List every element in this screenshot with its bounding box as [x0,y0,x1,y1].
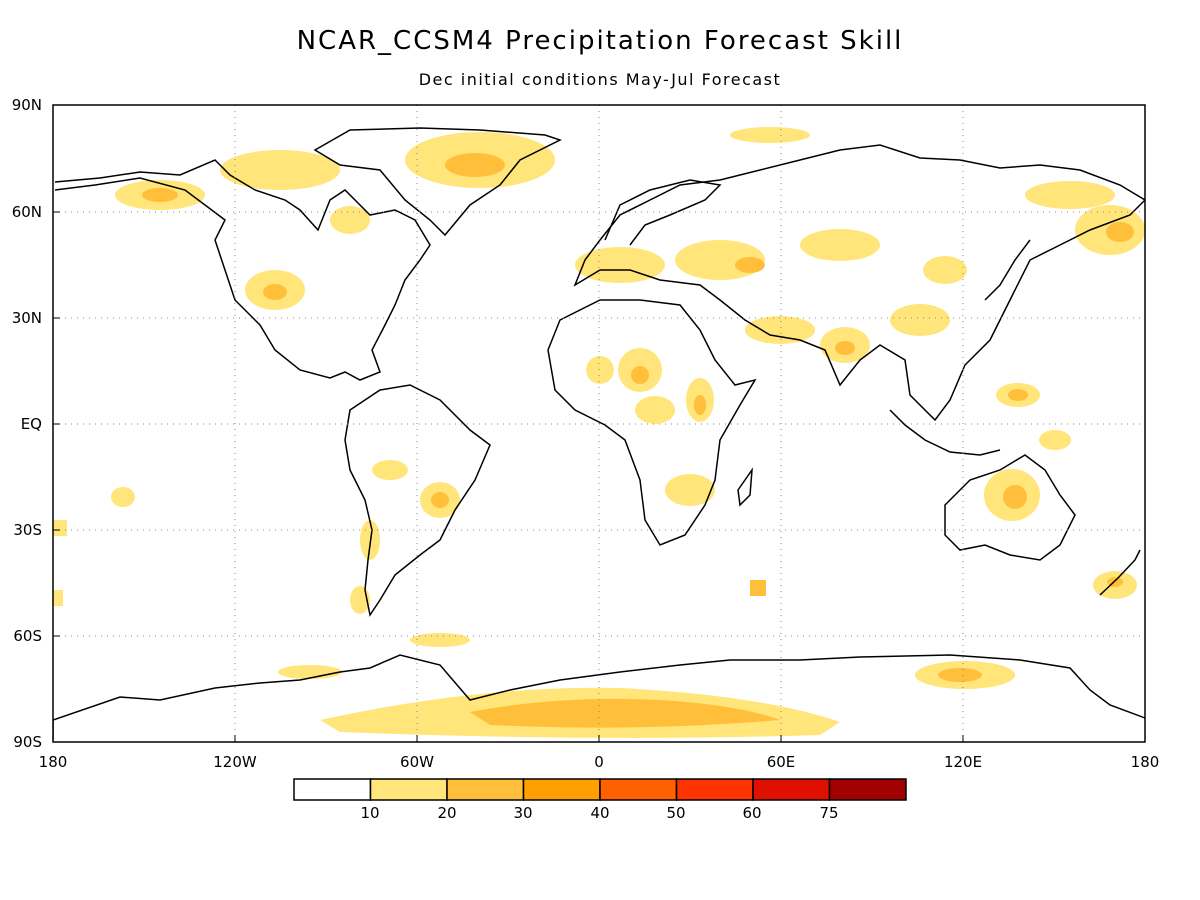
coastlines [53,127,1145,740]
legend-swatch [369,778,448,801]
lat-label: 90N [12,96,42,114]
lat-label: 90S [13,733,42,751]
map-subtitle: Dec initial conditions May-Jul Forecast [418,70,782,89]
lon-label: 60W [400,753,434,771]
legend-swatch [599,778,678,801]
map-title: NCAR_CCSM4 Precipitation Forecast Skill [296,26,904,56]
legend-swatches [293,778,907,801]
legend-label: 60 [742,804,761,822]
color-legend: 10 20 30 40 50 60 75 [293,778,907,822]
legend-label: 20 [437,804,456,822]
lat-label: 30N [12,309,42,327]
legend-labels: 10 20 30 40 50 60 75 [360,804,838,822]
lon-label: 120E [944,753,982,771]
legend-label: 40 [590,804,609,822]
lat-label: 60N [12,203,42,221]
skill-shading [53,127,1145,738]
lon-label: 0 [594,753,604,771]
legend-label: 50 [666,804,685,822]
lon-label: 60E [767,753,796,771]
legend-label: 30 [513,804,532,822]
legend-swatch [752,778,831,801]
legend-swatch [675,778,754,801]
lat-axis: 90N 60N 30N EQ 30S 60S 90S [12,96,60,751]
lat-label: 60S [13,627,42,645]
lon-label: 180 [1131,753,1160,771]
lon-label: 180 [39,753,68,771]
graticule [53,105,1145,742]
lat-label: 30S [13,521,42,539]
lon-axis: 180 120W 60W 0 60E 120E 180 [39,735,1160,771]
legend-label: 10 [360,804,379,822]
legend-swatch [446,778,525,801]
legend-label: 75 [819,804,838,822]
lon-label: 120W [213,753,257,771]
lat-label: EQ [21,415,42,433]
legend-swatch [522,778,601,801]
legend-swatch [293,778,372,801]
legend-swatch [828,778,907,801]
